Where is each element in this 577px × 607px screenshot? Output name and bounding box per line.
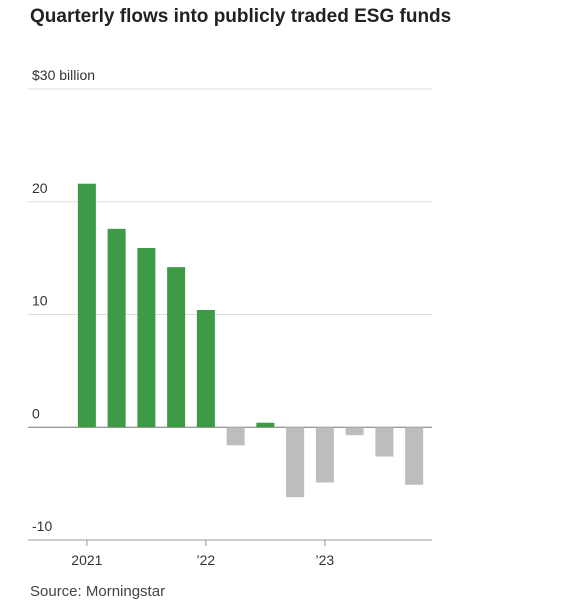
- y-tick-label: 0: [32, 405, 40, 421]
- bar: [315, 427, 334, 483]
- bar: [345, 427, 364, 436]
- bar: [375, 427, 394, 457]
- y-tick-label: $30 billion: [32, 67, 95, 83]
- bar: [107, 228, 126, 428]
- bar: [405, 427, 424, 485]
- y-tick-label: 20: [32, 180, 48, 196]
- bar: [226, 427, 245, 446]
- bar: [167, 267, 186, 428]
- source: Source: Morningstar: [30, 583, 166, 600]
- y-tick-label: -10: [32, 518, 52, 534]
- bar: [77, 183, 96, 428]
- bar: [196, 309, 215, 428]
- x-tick-label: ’23: [316, 552, 335, 568]
- bar: [286, 427, 305, 498]
- bar: [256, 422, 275, 428]
- y-tick-label: 10: [32, 293, 48, 309]
- chart-title: Quarterly flows into publicly traded ESG…: [30, 6, 452, 27]
- bar: [137, 247, 156, 428]
- x-tick-label: ’22: [197, 552, 216, 568]
- x-tick-label: 2021: [71, 552, 102, 568]
